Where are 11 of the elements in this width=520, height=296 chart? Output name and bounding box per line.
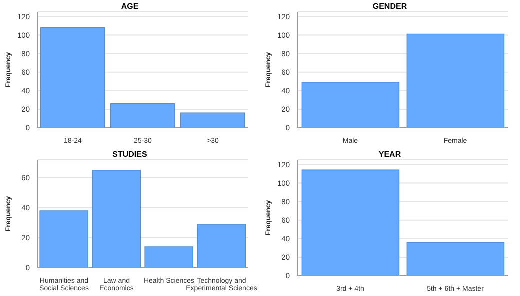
chart-title: STUDIES	[112, 150, 148, 159]
bar	[40, 27, 106, 128]
chart-title: YEAR	[378, 150, 402, 159]
bar	[197, 224, 246, 268]
bar	[144, 246, 194, 268]
bar	[180, 112, 246, 128]
bar	[40, 210, 88, 268]
bar	[92, 170, 141, 268]
chart-title: AGE	[120, 2, 140, 11]
bar	[110, 103, 176, 128]
chart-title: GENDER	[372, 2, 408, 11]
